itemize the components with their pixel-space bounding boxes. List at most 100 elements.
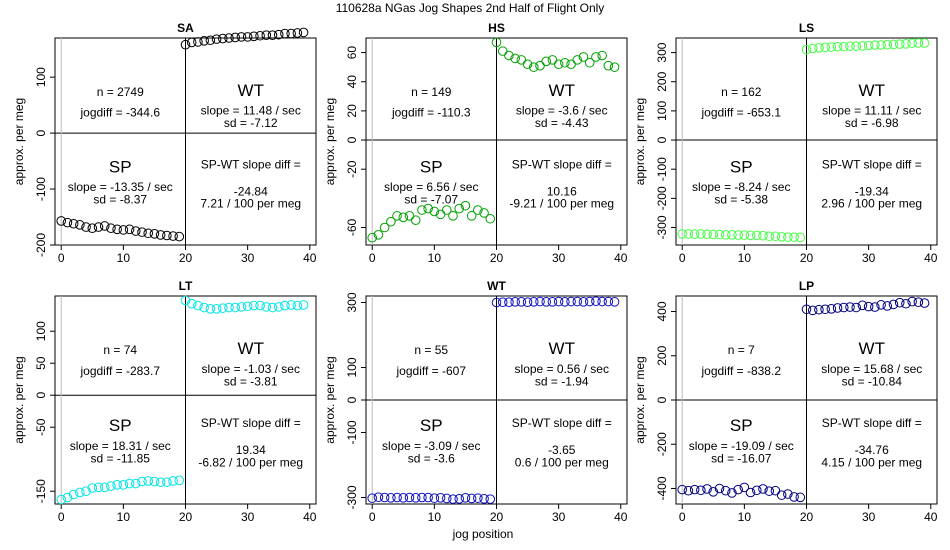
y-tick-label: -400 bbox=[655, 476, 669, 500]
wt-sd: sd = -3.81 bbox=[224, 374, 278, 388]
data-point bbox=[708, 487, 719, 497]
stat-n: n = 149 bbox=[411, 85, 452, 99]
panel-lp: LP 0 10 20 30 40 -400 -200 0 200 400 approx. per me… bbox=[633, 279, 938, 524]
data-point bbox=[373, 229, 384, 240]
sp-sd: sd = -16.07 bbox=[711, 451, 772, 465]
data-point bbox=[68, 489, 79, 500]
data-point bbox=[168, 231, 178, 241]
data-point bbox=[820, 304, 830, 315]
data-point bbox=[528, 297, 539, 307]
data-point bbox=[770, 485, 781, 496]
wt-label: WT bbox=[549, 339, 575, 358]
data-point bbox=[410, 215, 421, 226]
data-point bbox=[230, 32, 241, 43]
data-point bbox=[863, 40, 874, 51]
data-point bbox=[913, 38, 924, 48]
data-point bbox=[541, 297, 552, 307]
data-point bbox=[535, 60, 545, 71]
data-point bbox=[745, 230, 756, 241]
wt-label: WT bbox=[859, 81, 885, 100]
stat-jogdiff: jogdiff = -838.2 bbox=[700, 364, 781, 378]
data-point bbox=[62, 492, 73, 503]
data-point bbox=[155, 477, 166, 488]
data-point bbox=[242, 301, 253, 312]
diff-label: SP-WT slope diff = bbox=[512, 157, 612, 171]
data-point bbox=[280, 28, 290, 39]
data-point bbox=[807, 43, 818, 54]
data-point bbox=[429, 493, 440, 503]
data-point bbox=[888, 299, 899, 310]
data-point bbox=[373, 492, 384, 502]
data-point bbox=[783, 489, 793, 499]
data-point bbox=[578, 297, 589, 307]
data-point bbox=[702, 484, 712, 494]
panel-ls: LS 0 10 20 30 40 -300 -200 -100 0 100 200 300 approx.… bbox=[633, 21, 938, 265]
data-point bbox=[547, 297, 558, 307]
data-point bbox=[193, 37, 203, 47]
data-point bbox=[751, 230, 762, 241]
x-tick-label: 20 bbox=[800, 251, 814, 265]
data-point bbox=[106, 223, 116, 234]
data-point bbox=[727, 488, 737, 498]
data-point bbox=[814, 304, 824, 315]
data-point bbox=[398, 212, 409, 223]
data-point bbox=[404, 211, 415, 221]
data-point bbox=[261, 30, 272, 41]
y-tick-label: -60 bbox=[345, 219, 359, 237]
data-point bbox=[739, 482, 750, 493]
x-tick-label: 0 bbox=[58, 510, 65, 524]
stat-n: n = 2749 bbox=[97, 85, 144, 99]
sp-label: SP bbox=[730, 158, 753, 177]
stat-n: n = 74 bbox=[103, 343, 137, 357]
diff-rate: -9.21 / 100 per meg bbox=[509, 197, 614, 211]
panel-title: HS bbox=[488, 21, 505, 35]
wt-sd: sd = -4.43 bbox=[535, 116, 589, 130]
data-point bbox=[838, 41, 849, 52]
sp-sd: sd = -5.38 bbox=[714, 193, 768, 207]
data-point bbox=[795, 232, 806, 243]
x-tick-label: 20 bbox=[179, 510, 193, 524]
data-point bbox=[689, 229, 700, 240]
data-point bbox=[435, 493, 446, 503]
data-point bbox=[236, 32, 247, 42]
y-axis-label: approx. per meg bbox=[12, 98, 26, 185]
data-point bbox=[578, 52, 589, 62]
y-tick-label: 60 bbox=[345, 46, 359, 60]
data-point bbox=[286, 300, 296, 310]
data-point bbox=[267, 302, 278, 313]
data-point bbox=[566, 59, 576, 70]
sp-label: SP bbox=[109, 158, 132, 177]
data-point bbox=[882, 39, 893, 50]
stat-n: n = 7 bbox=[728, 343, 755, 357]
data-point bbox=[826, 42, 837, 52]
panel-title: LS bbox=[799, 21, 814, 35]
x-tick-label: 0 bbox=[58, 251, 65, 265]
x-tick-label: 20 bbox=[179, 251, 193, 265]
stat-jogdiff: jogdiff = -344.6 bbox=[79, 106, 160, 120]
diff-label: SP-WT slope diff = bbox=[512, 416, 612, 430]
data-point bbox=[56, 494, 67, 505]
data-point bbox=[789, 232, 799, 242]
data-point bbox=[292, 300, 303, 311]
data-point bbox=[727, 229, 737, 240]
data-point bbox=[199, 35, 209, 46]
data-point bbox=[162, 477, 172, 488]
wt-slope: slope = 0.56 / sec bbox=[515, 362, 609, 376]
wt-slope: slope = 11.11 / sec bbox=[822, 104, 921, 118]
data-point bbox=[857, 41, 868, 51]
data-point bbox=[845, 302, 855, 312]
data-point bbox=[81, 222, 91, 232]
data-point bbox=[907, 296, 917, 307]
data-point bbox=[236, 302, 247, 312]
data-point bbox=[143, 228, 154, 239]
data-point bbox=[560, 297, 570, 307]
data-point bbox=[522, 59, 533, 70]
data-point bbox=[770, 231, 781, 242]
x-tick-label: 0 bbox=[679, 510, 686, 524]
data-point bbox=[417, 492, 427, 503]
y-tick-label: 0 bbox=[34, 392, 48, 399]
data-point bbox=[776, 490, 787, 500]
diff-value: 19.34 bbox=[236, 443, 266, 457]
data-point bbox=[186, 298, 197, 309]
data-point bbox=[473, 493, 483, 503]
